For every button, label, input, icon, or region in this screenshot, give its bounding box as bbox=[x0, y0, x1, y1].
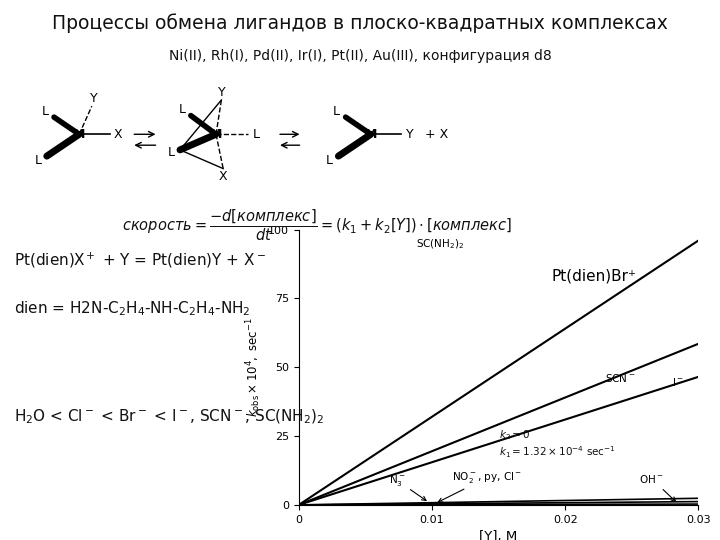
Text: L: L bbox=[179, 104, 185, 117]
Text: $\rm N_3^-$: $\rm N_3^-$ bbox=[389, 473, 426, 501]
Text: Процессы обмена лигандов в плоско-квадратных комплексах: Процессы обмена лигандов в плоско-квадра… bbox=[52, 14, 668, 33]
Text: L: L bbox=[333, 105, 340, 118]
Text: M: M bbox=[73, 128, 86, 141]
Text: dien = H2N-C$_2$H$_4$-NH-C$_2$H$_4$-NH$_2$: dien = H2N-C$_2$H$_4$-NH-C$_2$H$_4$-NH$_… bbox=[14, 300, 251, 319]
Text: I$^-$: I$^-$ bbox=[672, 376, 683, 388]
Text: M: M bbox=[210, 128, 222, 141]
Text: SC(NH$_2$)$_2$: SC(NH$_2$)$_2$ bbox=[416, 238, 464, 251]
Text: Y: Y bbox=[90, 92, 97, 105]
Text: X: X bbox=[114, 128, 122, 141]
Y-axis label: $k_{\rm obs} \times 10^4,\ \rm sec^{-1}$: $k_{\rm obs} \times 10^4,\ \rm sec^{-1}$ bbox=[244, 317, 263, 417]
Text: L: L bbox=[42, 105, 48, 118]
X-axis label: [Y], M: [Y], M bbox=[480, 530, 518, 540]
Text: L: L bbox=[35, 154, 41, 167]
Text: H$_2$O < Cl$^-$ < Br$^-$ < I$^-$, SCN$^-$, SC(NH$_2$)$_2$: H$_2$O < Cl$^-$ < Br$^-$ < I$^-$, SCN$^-… bbox=[14, 408, 325, 426]
Text: L: L bbox=[168, 146, 174, 159]
Text: SCN$^-$: SCN$^-$ bbox=[606, 372, 636, 384]
Text: X: X bbox=[219, 170, 228, 183]
Text: NO$_2^-$, py, Cl$^-$: NO$_2^-$, py, Cl$^-$ bbox=[438, 470, 522, 502]
Text: + X: + X bbox=[425, 128, 448, 141]
Text: Y: Y bbox=[405, 128, 413, 141]
Text: Pt(dien)Br⁺: Pt(dien)Br⁺ bbox=[552, 268, 637, 283]
Text: L: L bbox=[253, 128, 260, 141]
Text: L: L bbox=[326, 154, 333, 167]
Text: $скорость = \dfrac{-d[\mathit{комплекс}]}{dt} = (k_1 + k_2[Y])\cdot[\mathit{комп: $скорость = \dfrac{-d[\mathit{комплекс}]… bbox=[122, 208, 512, 244]
Text: Y: Y bbox=[217, 86, 225, 99]
Text: M: M bbox=[364, 128, 377, 141]
Text: OH$^-$: OH$^-$ bbox=[639, 473, 675, 501]
Text: Pt(dien)X$^+$ + Y = Pt(dien)Y + X$^-$: Pt(dien)X$^+$ + Y = Pt(dien)Y + X$^-$ bbox=[14, 251, 266, 271]
Text: Ni(II), Rh(I), Pd(II), Ir(I), Pt(II), Au(III), конфигурация d8: Ni(II), Rh(I), Pd(II), Ir(I), Pt(II), Au… bbox=[168, 49, 552, 63]
Text: $k_2 = 0$
$k_1 = 1.32 \times 10^{-4}\ \rm sec^{-1}$: $k_2 = 0$ $k_1 = 1.32 \times 10^{-4}\ \r… bbox=[498, 428, 616, 460]
